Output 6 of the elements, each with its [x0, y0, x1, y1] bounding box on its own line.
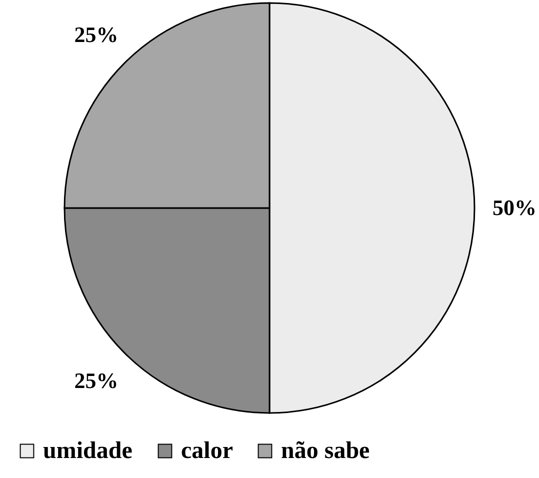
data-label: 25% [74, 368, 118, 394]
legend-label: calor [181, 438, 234, 464]
data-label: 50% [492, 195, 536, 220]
legend-label: não sabe [281, 438, 370, 464]
legend-label: umidade [43, 438, 133, 464]
data-label: 25% [74, 22, 118, 47]
